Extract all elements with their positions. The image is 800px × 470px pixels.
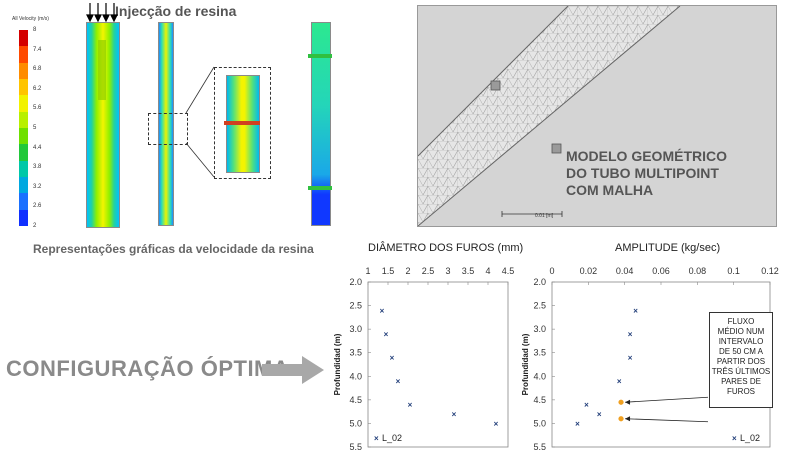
y-tick-label: 3.5 [349,348,362,358]
note-arrow [625,419,708,422]
y-tick-label: 5.5 [533,442,546,452]
y-tick-label: 2.0 [533,277,546,287]
x-tick-label: 2.5 [422,266,435,276]
x-tick-label: 0.1 [727,266,740,276]
y-tick-label: 3.5 [533,348,546,358]
y-tick-label: 3.0 [349,324,362,334]
x-tick-label: 0 [549,266,554,276]
y-tick-label: 2.5 [533,301,546,311]
note-line: FUROS [710,387,772,397]
average-flow-note: FLUXO MÉDIO NUM INTERVALO DE 50 CM A PAR… [709,312,773,408]
x-tick-label: 2 [405,266,410,276]
average-point [618,416,623,421]
y-tick-label: 2.0 [349,277,362,287]
legend-marker: × [732,434,737,443]
data-point: × [617,377,622,386]
data-point: × [494,419,499,428]
note-line: MÉDIO NUM [710,327,772,337]
x-tick-label: 0.08 [689,266,707,276]
chart-title: DIÂMETRO DOS FUROS (mm) [368,241,523,254]
y-tick-label: 5.5 [349,442,362,452]
data-point: × [597,410,602,419]
data-point: × [384,330,389,339]
legend-marker: × [374,434,379,443]
charts-area: DIÂMETRO DOS FUROS (mm) 1 1.5 2 2.5 3 3.5 4 4.5 2… [0,0,800,470]
y-tick-label: 5.0 [349,418,362,428]
x-tick-label: 1.5 [382,266,395,276]
data-point: × [633,306,638,315]
x-tick-label: 1 [365,266,370,276]
data-point: × [396,377,401,386]
y-tick-label: 5.0 [533,418,546,428]
data-point: × [628,330,633,339]
chart-title: AMPLITUDE (kg/sec) [615,242,720,254]
data-point: × [408,401,413,410]
note-line: PARTIR DOS [710,357,772,367]
data-point: × [575,419,580,428]
x-tick-label: 4.5 [502,266,515,276]
x-tick-label: 0.12 [761,266,779,276]
average-point [618,400,623,405]
data-point: × [628,353,633,362]
y-tick-label: 4.0 [533,371,546,381]
y-axis-label: Profundidad (m) [333,333,342,395]
data-point: × [584,401,589,410]
x-tick-label: 3 [445,266,450,276]
note-line: INTERVALO [710,337,772,347]
note-arrow-head [625,416,630,421]
note-line: PARES DE [710,377,772,387]
y-tick-label: 4.5 [533,395,546,405]
y-tick-label: 3.0 [533,324,546,334]
x-tick-label: 0.02 [580,266,598,276]
x-tick-label: 0.04 [616,266,634,276]
data-point: × [380,306,385,315]
note-arrow-head [625,400,630,405]
note-line: TRÊS ÚLTIMOS [710,367,772,377]
note-arrow [625,397,708,402]
y-tick-label: 4.0 [349,371,362,381]
data-point: × [452,410,457,419]
y-axis-label: Profundidad (m) [521,333,530,395]
note-line: DE 50 CM A [710,347,772,357]
plot-frame [368,282,508,447]
legend-label: L_02 [740,433,760,443]
x-tick-label: 0.06 [652,266,670,276]
legend-label: L_02 [382,433,402,443]
y-tick-label: 4.5 [349,395,362,405]
data-point: × [390,353,395,362]
note-line: FLUXO [710,317,772,327]
x-tick-label: 3.5 [462,266,475,276]
x-tick-label: 4 [485,266,490,276]
y-tick-label: 2.5 [349,301,362,311]
